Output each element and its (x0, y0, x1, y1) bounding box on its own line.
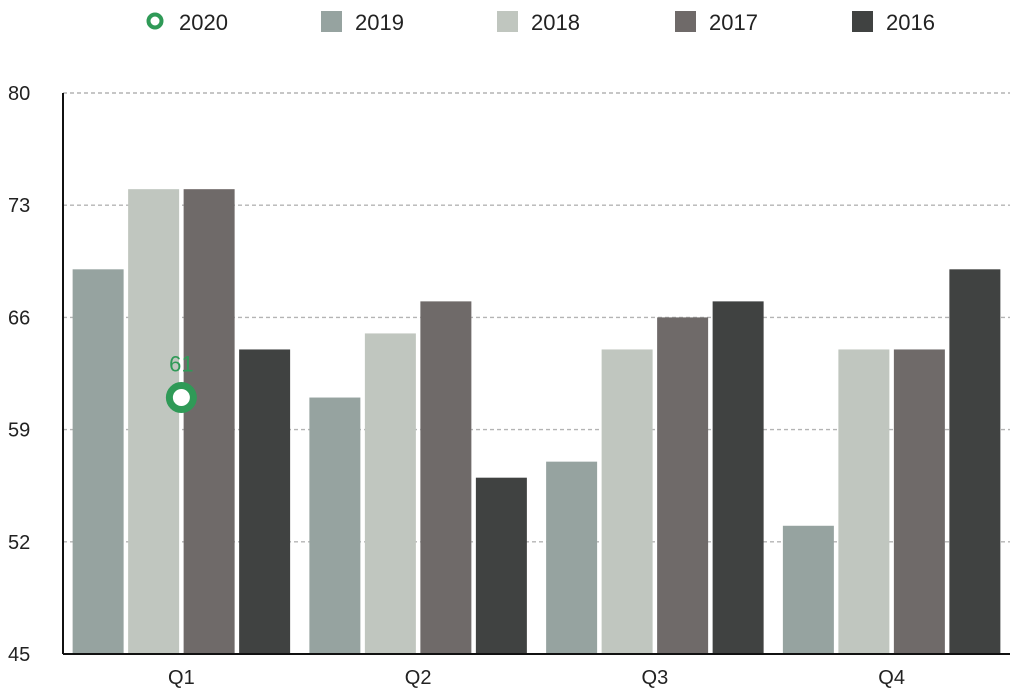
y-tick-label: 80 (8, 83, 30, 105)
legend-item-2019: 2019 (321, 10, 404, 35)
legend-marker-2020 (146, 12, 164, 30)
bar-2018-q2 (364, 333, 416, 654)
bar-2016-q2 (475, 477, 527, 654)
x-category-label: Q1 (168, 667, 195, 689)
y-tick-label: 59 (8, 420, 30, 442)
bar-2017-q4 (893, 349, 945, 654)
legend-item-2018: 2018 (497, 10, 580, 35)
bar-2018-q3 (601, 349, 653, 654)
bar-2019-q2 (309, 397, 361, 654)
legend-label: 2019 (355, 10, 404, 35)
x-category-label: Q3 (642, 667, 669, 689)
legend-swatch-2017 (675, 11, 696, 32)
legend-label: 2017 (709, 10, 758, 35)
legend: 2020 2019 2018 2017 2016 (146, 10, 935, 35)
bar-2016-q1 (239, 349, 291, 654)
bar-2019-q3 (546, 461, 598, 654)
bar-2016-q4 (949, 269, 1001, 654)
bar-2017-q1 (183, 189, 235, 654)
legend-item-2017: 2017 (675, 10, 758, 35)
bar-2017-q3 (657, 317, 709, 654)
bar-2016-q3 (712, 301, 764, 654)
bar-2019-q1 (72, 269, 124, 654)
bars (72, 189, 1001, 654)
bar-2019-q4 (782, 525, 834, 654)
point-2020-q1 (165, 382, 197, 414)
x-category-label: Q2 (405, 667, 432, 689)
bar-2018-q1 (128, 189, 180, 654)
legend-swatch-2018 (497, 11, 518, 32)
legend-swatch-2019 (321, 11, 342, 32)
series-2020-overlay: 61 (165, 352, 197, 414)
legend-item-2020: 2020 (146, 10, 228, 35)
axes (62, 93, 1010, 655)
y-tick-label: 66 (8, 307, 30, 329)
legend-label: 2018 (531, 10, 580, 35)
data-label-2020-q1: 61 (169, 352, 193, 377)
y-tick-label: 52 (8, 532, 30, 554)
legend-item-2016: 2016 (852, 10, 935, 35)
y-tick-label: 45 (8, 644, 30, 666)
y-tick-label: 73 (8, 195, 30, 217)
y-axis-ticks: 45 52 59 66 73 80 (8, 83, 30, 666)
x-axis-categories: Q1 Q2 Q3 Q4 (168, 667, 905, 689)
legend-label: 2020 (179, 10, 228, 35)
x-category-label: Q4 (878, 667, 905, 689)
bar-2017-q2 (420, 301, 472, 654)
bar-2018-q4 (838, 349, 890, 654)
legend-swatch-2016 (852, 11, 873, 32)
legend-label: 2016 (886, 10, 935, 35)
